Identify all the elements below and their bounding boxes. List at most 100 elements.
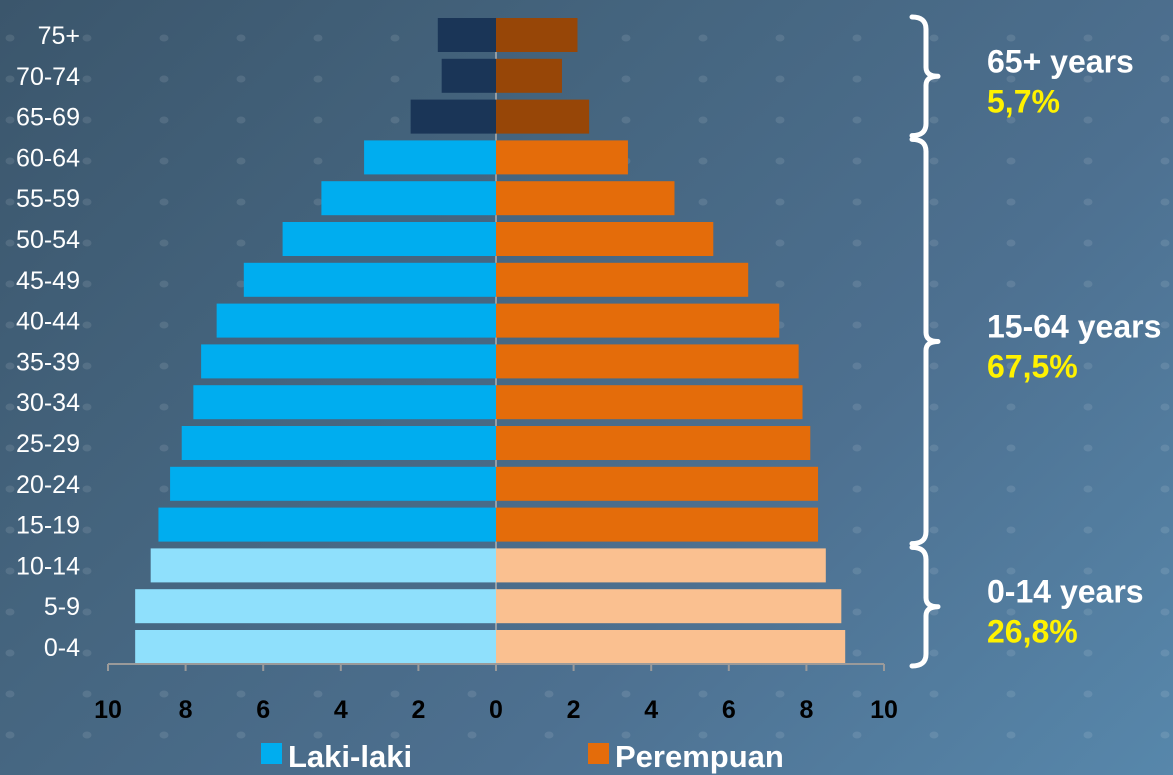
background-dot [5,608,15,616]
age-label-70-74: 70-74 [16,63,80,91]
background-dot [929,731,939,739]
age-label-65-69: 65-69 [16,104,80,132]
background-dot [1006,567,1016,575]
background-dot [852,157,862,165]
background-dot [82,608,92,616]
age-label-30-34: 30-34 [16,389,80,417]
background-dot [852,403,862,411]
bar-laki-laki-40-44 [216,303,496,338]
bar-laki-laki-65-69 [410,99,496,134]
background-dot [852,485,862,493]
background-dot [1083,239,1093,247]
background-dot [1006,157,1016,165]
background-dot [621,34,631,42]
background-dot [1083,649,1093,657]
background-dot [929,239,939,247]
background-dot [82,280,92,288]
background-dot [1160,403,1170,411]
background-dot [1006,690,1016,698]
background-dot [698,198,708,206]
background-dot [390,34,400,42]
bracket-15-64-years [909,136,941,547]
age-labels: 75+ 70-74 65-69 60-64 55-59 50-54 45-49 40-44 35… [16,22,80,662]
legend-label-perempuan: Perempuan [615,739,784,774]
bar-laki-laki-60-64 [364,140,496,175]
background-dot [1083,444,1093,452]
x-tick-label: 2 [411,696,425,724]
background-dot [1006,280,1016,288]
bar-laki-laki-30-34 [193,385,497,420]
background-dot [236,116,246,124]
x-axis-ticks: 10 8 6 4 2 0 2 4 6 8 10 [94,664,898,724]
bar-perempuan-40-44 [496,303,780,338]
background-dot [5,403,15,411]
background-dot [1006,116,1016,124]
age-label-5-9: 5-9 [44,593,80,621]
background-dot [5,526,15,534]
background-dot [313,690,323,698]
background-dot [236,157,246,165]
background-dot [929,321,939,329]
background-dot [852,75,862,83]
background-dot [5,34,15,42]
background-dot [852,649,862,657]
bar-laki-laki-70-74 [441,58,496,93]
background-dot [929,403,939,411]
background-dot [5,362,15,370]
background-dot [82,321,92,329]
bar-perempuan-0-4 [496,630,846,664]
background-dot [159,280,169,288]
legend: Laki-laki Perempuan [261,739,784,774]
background-dot [82,75,92,83]
background-dot [929,198,939,206]
background-dot [82,485,92,493]
x-tick-label: 10 [94,696,122,724]
bar-laki-laki-0-4 [135,630,496,664]
age-label-40-44: 40-44 [16,308,80,336]
background-dot [1006,485,1016,493]
background-dot [1160,567,1170,575]
background-dot [82,403,92,411]
background-dot [159,731,169,739]
background-dot [852,321,862,329]
bars-layer [135,18,846,664]
legend-swatch-perempuan [588,743,609,764]
age-label-15-19: 15-19 [16,512,80,540]
age-label-0-4: 0-4 [44,634,80,662]
background-dot [313,75,323,83]
age-label-50-54: 50-54 [16,226,80,254]
background-dot [82,649,92,657]
background-dot [852,362,862,370]
x-tick-label: 2 [567,696,581,724]
background-dot [1160,444,1170,452]
background-dot [82,690,92,698]
x-tick-label: 4 [334,696,348,724]
background-dot [852,239,862,247]
background-dot [621,75,631,83]
legend-label-laki-laki: Laki-laki [288,739,412,774]
background-dot [929,444,939,452]
x-tick-label: 6 [256,696,270,724]
bar-laki-laki-25-29 [181,426,496,460]
background-dot [159,485,169,493]
background-dot [5,731,15,739]
background-dot [5,75,15,83]
background-dot [82,198,92,206]
bar-perempuan-15-19 [496,507,819,542]
background-dot [1083,362,1093,370]
group-title-0-14-years: 0-14 years [987,574,1144,610]
bar-perempuan-50-54 [496,222,714,256]
background-dot [775,116,785,124]
background-dot [5,444,15,452]
background-dot [775,239,785,247]
bar-perempuan-20-24 [496,466,819,501]
background-dot [5,649,15,657]
background-dot [852,444,862,452]
background-dot [82,444,92,452]
bar-perempuan-70-74 [496,58,562,93]
background-dot [852,690,862,698]
bar-laki-laki-55-59 [321,181,496,216]
background-dot [1006,198,1016,206]
